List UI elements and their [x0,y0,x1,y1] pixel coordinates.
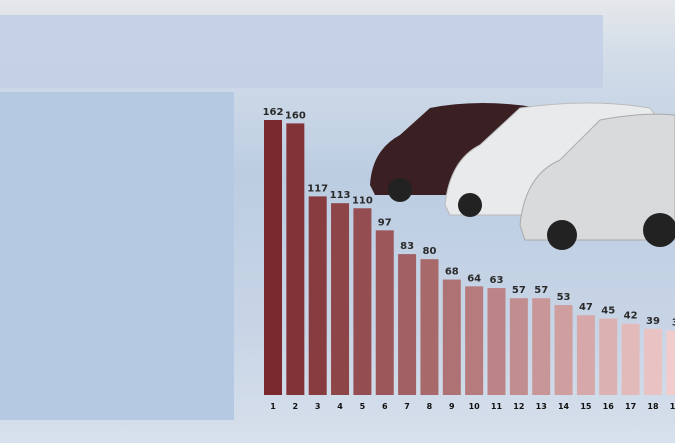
top-panel [0,15,603,88]
bar-3 [308,196,327,395]
x-tick-label: 16 [603,402,615,411]
bar-2 [286,123,305,395]
bar-4 [331,203,350,395]
bar-5 [353,208,372,395]
x-tick-label: 17 [625,402,636,411]
data-label: 53 [557,292,571,303]
bar-17 [621,323,640,395]
x-tick-label: 5 [360,402,366,411]
x-tick-label: 11 [491,402,503,411]
data-label: 83 [400,241,414,252]
x-tick-label: 2 [293,402,299,411]
bar-9 [442,279,461,395]
data-label: 160 [285,110,306,121]
bar-19 [666,330,675,395]
bar-12 [509,298,528,395]
bar-15 [576,315,595,395]
data-label: 68 [445,267,459,278]
bar-6 [375,230,394,395]
bar-10 [465,286,484,395]
x-tick-label: 10 [469,402,481,411]
cars-image [370,102,675,250]
data-label: 57 [512,285,526,296]
x-tick-label: 19 [670,402,675,411]
bar-13 [532,298,551,395]
data-label: 3 [672,317,675,328]
x-tick-label: 4 [337,402,343,411]
x-tick-label: 15 [580,402,592,411]
bar-16 [599,318,618,395]
x-tick-label: 18 [647,402,659,411]
data-label: 97 [378,217,392,228]
x-tick-label: 6 [382,402,388,411]
data-label: 39 [646,316,660,327]
data-label: 63 [490,275,504,286]
data-label: 42 [624,311,638,322]
x-tick-label: 13 [536,402,547,411]
data-label: 80 [422,246,436,257]
x-tick-label: 9 [449,402,455,411]
x-tick-label: 7 [404,402,410,411]
x-tick-label: 8 [427,402,433,411]
bar-14 [554,305,573,395]
data-label: 110 [352,195,373,206]
data-label: 113 [330,190,351,201]
bar-11 [487,288,506,395]
data-label: 47 [579,302,593,313]
bar-7 [398,254,417,395]
data-label: 64 [467,273,481,284]
data-label: 162 [263,107,284,118]
bar-1 [264,120,282,395]
left-panel [0,92,234,420]
x-tick-label: 3 [315,402,321,411]
data-label: 45 [601,306,615,317]
data-label: 117 [307,183,328,194]
x-tick-label: 12 [513,402,524,411]
data-label: 57 [534,285,548,296]
bar-18 [643,328,662,395]
bar-8 [420,259,439,395]
x-tick-label: 14 [558,402,570,411]
x-tick-label: 1 [270,402,276,411]
